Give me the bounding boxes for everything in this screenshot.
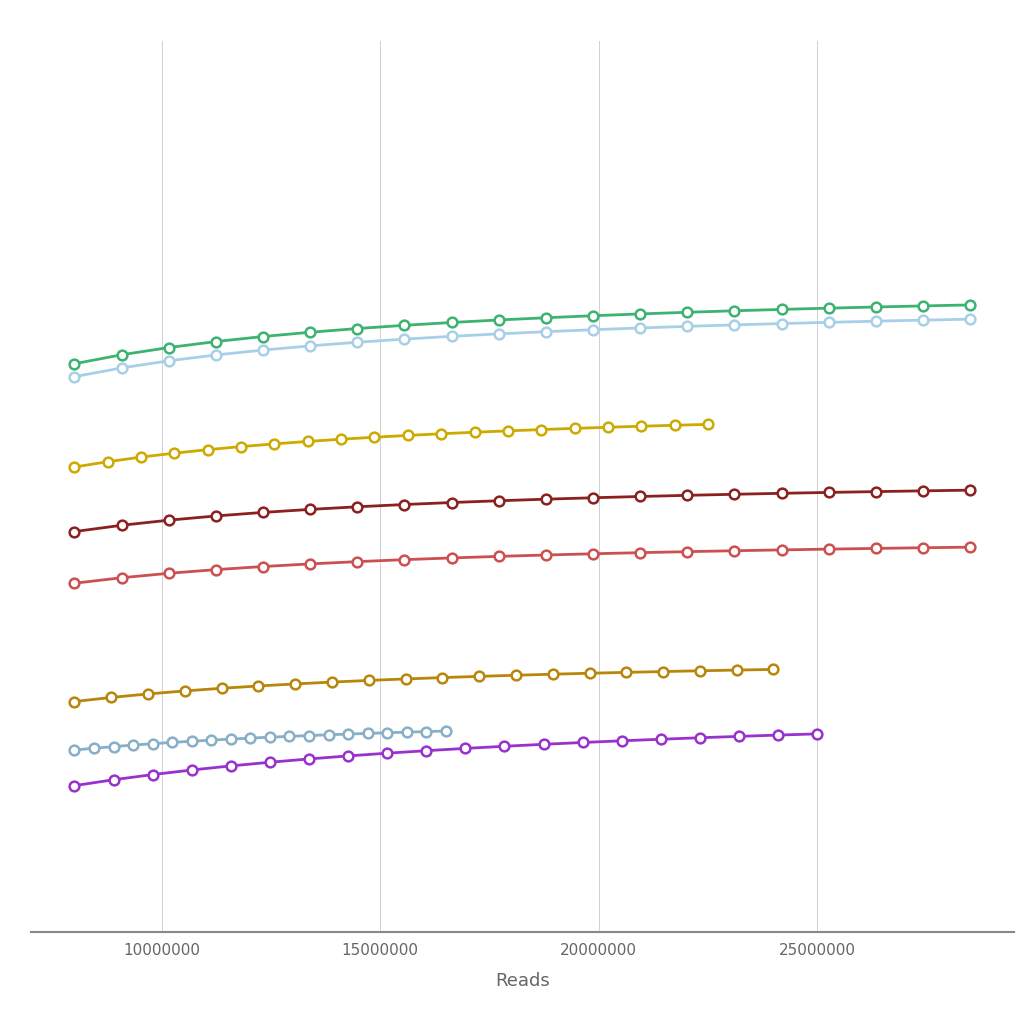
X-axis label: Reads: Reads xyxy=(495,972,550,990)
